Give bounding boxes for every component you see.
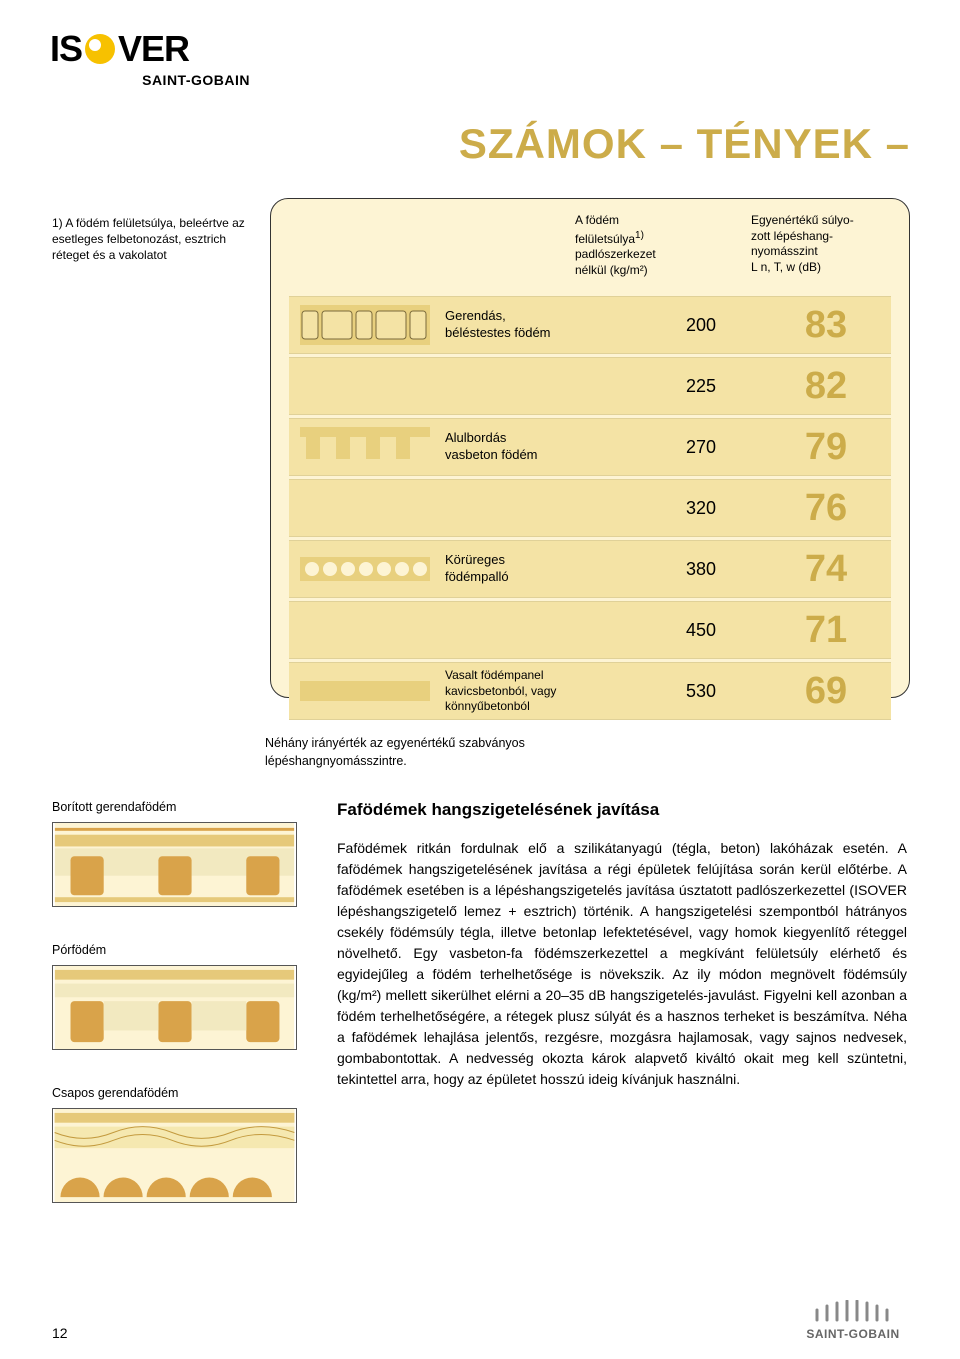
row-desc: Gerendás, béléstestes födém — [445, 308, 641, 342]
table-row: 225 82 — [289, 357, 891, 415]
lower-region: Borított gerendafödém Pórfödém Csapos ge… — [52, 800, 907, 1203]
slab-a-title: Borított gerendafödém — [52, 800, 297, 814]
slab-a-icon — [52, 822, 297, 907]
legend-sup: 1) — [52, 216, 63, 230]
table-row: 320 76 — [289, 479, 891, 537]
row-db: 82 — [761, 365, 891, 408]
row-desc: Vasalt födémpanel kavicsbetonból, vagy k… — [445, 668, 641, 715]
row-db: 69 — [761, 670, 891, 713]
footer-brand: SAINT-GOBAIN — [798, 1327, 908, 1341]
logo-text-ver: VER — [118, 28, 189, 70]
row-db: 74 — [761, 548, 891, 591]
table-row: Gerendás, béléstestes födém 200 83 — [289, 296, 891, 354]
slab-illustrations: Borított gerendafödém Pórfödém Csapos ge… — [52, 800, 297, 1203]
row-weight: 320 — [641, 498, 761, 519]
table-row: 450 71 — [289, 601, 891, 659]
th-weight: A födém felületsúlya1) padlószerkezet né… — [575, 213, 715, 278]
slab-blocks-icon — [295, 301, 435, 349]
text-section: Fafödémek hangszigetelésének javítása Fa… — [337, 800, 907, 1203]
table-row: Körüreges födémpalló 380 74 — [289, 540, 891, 598]
row-weight: 530 — [641, 681, 761, 702]
page-number: 12 — [52, 1325, 68, 1341]
legend-text: A födém felületsúlya, beleértve az esetl… — [52, 216, 245, 262]
row-db: 71 — [761, 609, 891, 652]
section-title: Fafödémek hangszigetelésének javítása — [337, 800, 907, 820]
logo-sun-icon — [85, 34, 115, 64]
section-body: Fafödémek ritkán fordulnak elő a sziliká… — [337, 838, 907, 1090]
table-footnote: Néhány irányérték az egyenértékű szabván… — [265, 735, 585, 770]
row-weight: 270 — [641, 437, 761, 458]
logo-sub: SAINT-GOBAIN — [50, 72, 250, 88]
saint-gobain-arch-icon — [798, 1300, 908, 1327]
logo-block: IS VER SAINT-GOBAIN — [50, 28, 250, 88]
slab-b-icon — [52, 965, 297, 1050]
table-rows: Gerendás, béléstestes födém 200 83 225 8… — [289, 296, 891, 720]
table-row: Alulbordás vasbeton födém 270 79 — [289, 418, 891, 476]
logo-text-is: IS — [50, 28, 82, 70]
row-desc: Körüreges födémpalló — [445, 552, 641, 586]
table-head: A födém felületsúlya1) padlószerkezet né… — [289, 213, 891, 278]
row-desc: Alulbordás vasbeton födém — [445, 430, 641, 464]
slab-solid-icon — [295, 667, 435, 715]
data-table-card: A födém felületsúlya1) padlószerkezet né… — [270, 198, 910, 698]
slab-c-title: Csapos gerendafödém — [52, 1086, 297, 1100]
row-weight: 225 — [641, 376, 761, 397]
slab-holes-icon — [295, 545, 435, 593]
row-weight: 200 — [641, 315, 761, 336]
table-row: Vasalt födémpanel kavicsbetonból, vagy k… — [289, 662, 891, 720]
row-weight: 450 — [641, 620, 761, 641]
slab-c-icon — [52, 1108, 297, 1203]
row-db: 76 — [761, 487, 891, 530]
footer-logo: SAINT-GOBAIN — [798, 1300, 908, 1341]
row-weight: 380 — [641, 559, 761, 580]
th-db: Egyenértékű súlyo- zott lépéshang- nyomá… — [751, 213, 891, 278]
row-db: 79 — [761, 426, 891, 469]
slab-b-title: Pórfödém — [52, 943, 297, 957]
row-db: 83 — [761, 304, 891, 347]
legend-note: 1) A födém felületsúlya, beleértve az es… — [52, 215, 247, 264]
isover-logo: IS VER — [50, 28, 250, 70]
page-title: SZÁMOK – TÉNYEK – — [459, 120, 910, 168]
slab-ribs-icon — [295, 423, 435, 471]
